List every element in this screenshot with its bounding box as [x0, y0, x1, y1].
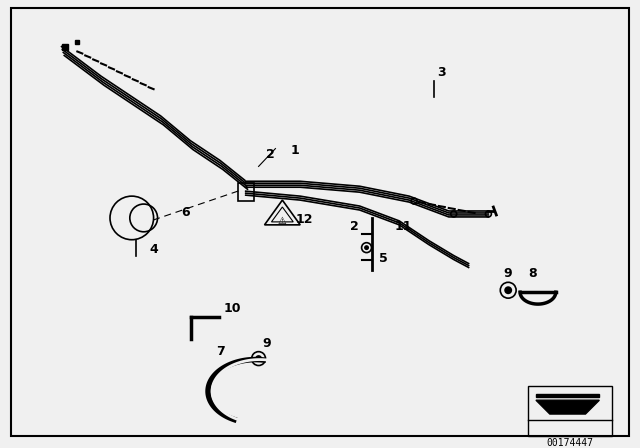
Text: 11: 11 — [394, 220, 412, 233]
Text: 00174447: 00174447 — [547, 438, 594, 448]
Polygon shape — [536, 394, 599, 397]
Bar — [528, 386, 612, 436]
Text: 2: 2 — [266, 148, 275, 161]
Text: 1: 1 — [291, 143, 299, 156]
Text: 10: 10 — [224, 302, 241, 315]
Bar — [238, 183, 253, 201]
Text: 5: 5 — [380, 253, 388, 266]
Text: 2: 2 — [349, 220, 358, 233]
Text: 8: 8 — [528, 267, 537, 280]
Circle shape — [364, 245, 369, 250]
Text: 12: 12 — [295, 213, 313, 226]
Circle shape — [504, 286, 512, 294]
Text: 6: 6 — [181, 206, 190, 219]
Text: 3: 3 — [437, 66, 445, 79]
Text: ⚠: ⚠ — [278, 216, 287, 226]
Text: 9: 9 — [503, 267, 512, 280]
Text: 4: 4 — [150, 243, 158, 256]
Polygon shape — [536, 400, 599, 414]
Text: 7: 7 — [216, 345, 225, 358]
Text: 9: 9 — [262, 337, 271, 350]
Circle shape — [255, 355, 262, 362]
